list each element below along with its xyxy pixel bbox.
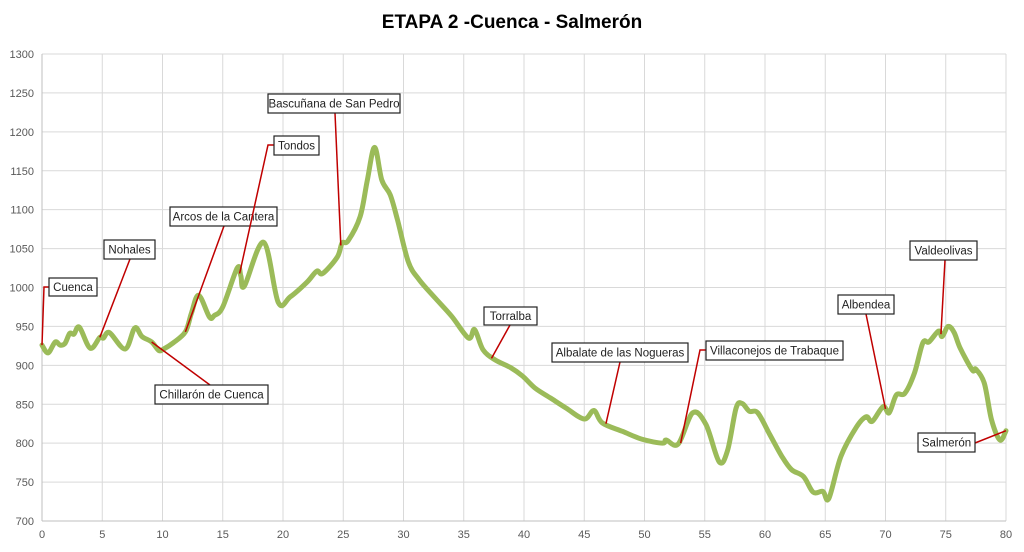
annotation-label: Salmerón [922, 438, 971, 450]
leader-line [865, 313, 887, 410]
x-tick-label: 60 [759, 529, 771, 541]
y-tick-label: 900 [16, 360, 34, 372]
x-tick-label: 45 [578, 529, 590, 541]
annotation-arcos-de-la-cantera: Arcos de la Cantera [169, 206, 278, 333]
annotation-box [483, 306, 538, 326]
gridlines [41, 53, 1007, 522]
annotation-albendea: Albendea [837, 294, 895, 410]
annotation-label: Nohales [108, 245, 150, 257]
y-tick-label: 1250 [10, 88, 34, 100]
x-tick-label: 35 [458, 529, 470, 541]
tick-labels: 7007508008509009501000105011001150120012… [10, 49, 1013, 541]
leader-line [679, 349, 706, 444]
x-tick-label: 40 [518, 529, 530, 541]
annotation-label: Bascuñana de San Pedro [268, 99, 399, 111]
annotation-label: Torralba [490, 311, 532, 323]
y-tick-label: 1000 [10, 283, 34, 295]
y-tick-label: 950 [16, 321, 34, 333]
x-tick-label: 0 [39, 529, 45, 541]
y-tick-label: 750 [16, 477, 34, 489]
y-tick-label: 850 [16, 399, 34, 411]
annotation-chillar-n-de-cuenca: Chillarón de Cuenca [151, 341, 269, 405]
y-tick-label: 1300 [10, 49, 34, 61]
x-tick-label: 5 [99, 529, 105, 541]
annotation-label: Tondos [278, 141, 315, 153]
y-tick-label: 1050 [10, 244, 34, 256]
annotation-label: Cuenca [53, 282, 93, 294]
y-tick-label: 800 [16, 438, 34, 450]
annotation-label: Chillarón de Cuenca [159, 390, 264, 402]
leader-line [490, 324, 511, 359]
x-tick-label: 50 [638, 529, 650, 541]
x-tick-label: 65 [819, 529, 831, 541]
leader-line [238, 144, 274, 274]
annotation-label: Arcos de la Cantera [173, 212, 275, 224]
annotation-box [169, 206, 278, 227]
leader-line [334, 112, 342, 246]
annotation-box [48, 277, 98, 297]
annotation-label: Albendea [842, 300, 891, 312]
x-tick-label: 80 [1000, 529, 1012, 541]
annotation-box [103, 239, 156, 260]
y-tick-label: 1200 [10, 127, 34, 139]
x-tick-label: 30 [397, 529, 409, 541]
x-tick-label: 25 [337, 529, 349, 541]
y-tick-label: 1150 [10, 166, 34, 178]
x-tick-label: 10 [156, 529, 168, 541]
leader-line [974, 430, 1007, 444]
leader-line [605, 361, 621, 424]
annotation-box [551, 342, 689, 363]
annotation-box [154, 384, 269, 405]
annotation-villaconejos-de-trabaque: Villaconejos de Trabaque [679, 340, 844, 444]
annotation-label: Valdeolivas [915, 246, 973, 258]
leader-line [41, 286, 49, 346]
x-tick-label: 75 [940, 529, 952, 541]
leader-line [151, 341, 211, 386]
leader-line [184, 225, 225, 333]
x-tick-label: 20 [277, 529, 289, 541]
leader-line [99, 258, 131, 338]
annotation-cuenca: Cuenca [41, 277, 98, 346]
annotation-nohales: Nohales [99, 239, 156, 338]
annotation-label: Villaconejos de Trabaque [710, 346, 839, 358]
annotation-valdeolivas: Valdeolivas [909, 240, 978, 335]
leader-line [940, 259, 946, 335]
annotation-box [909, 240, 978, 261]
annotation-box [917, 432, 976, 453]
annotation-box [705, 340, 844, 361]
annotation-albalate-de-las-nogueras: Albalate de las Nogueras [551, 342, 689, 424]
annotation-torralba: Torralba [483, 306, 538, 359]
x-tick-label: 70 [879, 529, 891, 541]
annotations: Cuenca Nohales Chillarón de Cuenca Arcos de… [41, 93, 1007, 453]
y-tick-label: 700 [16, 516, 34, 528]
annotation-salmer-n: Salmerón [917, 430, 1007, 453]
annotation-bascu-ana-de-san-pedro: Bascuñana de San Pedro [267, 93, 401, 246]
annotation-box [273, 135, 320, 156]
annotation-box [837, 294, 895, 315]
annotation-box [267, 93, 401, 114]
annotation-tondos: Tondos [238, 135, 320, 274]
annotation-label: Albalate de las Nogueras [556, 348, 685, 360]
chart-title: ETAPA 2 -Cuenca - Salmerón [382, 12, 642, 33]
x-tick-label: 55 [699, 529, 711, 541]
x-tick-label: 15 [217, 529, 229, 541]
y-tick-label: 1100 [10, 205, 34, 217]
